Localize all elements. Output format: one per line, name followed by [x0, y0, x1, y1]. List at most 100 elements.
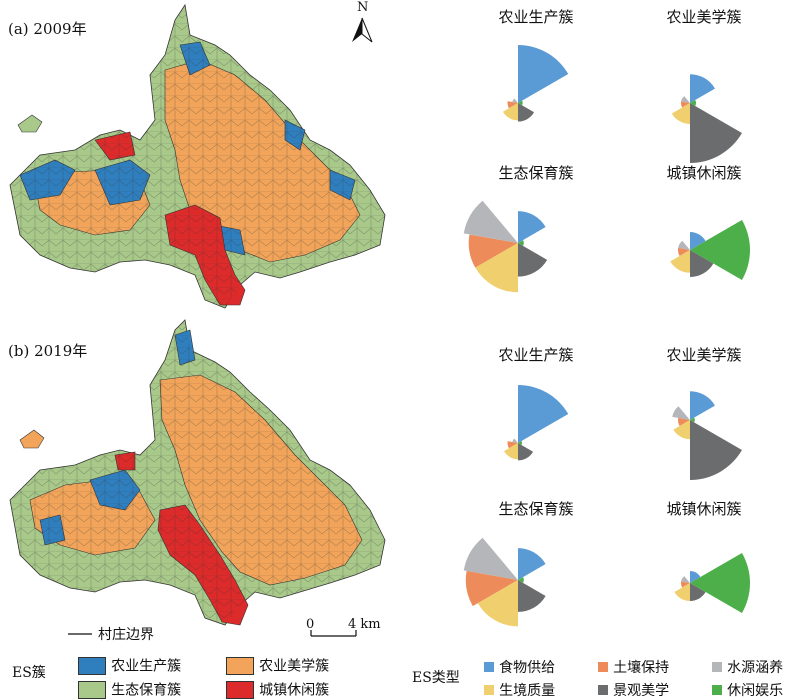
rose-sector-water: [681, 576, 690, 583]
rose-sector-water: [463, 537, 518, 580]
rose-sector-recreation: [690, 100, 696, 106]
rose-sector-soil: [507, 441, 518, 449]
rose-2009-ecology: [463, 200, 548, 293]
rose-sector-recreation: [690, 417, 695, 423]
rose-sector-food: [690, 571, 701, 583]
rose-sector-landscape: [518, 243, 548, 277]
rose-title-2019-ecology: 生态保育簇: [498, 500, 574, 518]
rose-sector-landscape: [518, 580, 546, 612]
rose-sector-water: [672, 406, 690, 420]
rose-sector-habitat: [503, 443, 518, 460]
cluster-swatch: [78, 680, 106, 699]
rose-sector-recreation: [690, 220, 751, 280]
rose-sector-soil: [678, 417, 690, 426]
map-2019-island: [19, 429, 45, 449]
rose-2009-urban: [670, 220, 751, 280]
rose-sector-recreation: [518, 441, 523, 445]
rose-2019-ecology: [463, 537, 546, 627]
rose-sector-water: [512, 438, 518, 443]
rose-sector-landscape: [690, 250, 714, 277]
es-type-legend-habitat: 生境质量: [484, 680, 555, 700]
rose-sector-landscape: [690, 583, 706, 601]
panel-label-2009: (a) 2009年: [8, 20, 87, 38]
rose-2019-aesthetic: [672, 391, 742, 480]
es-type-swatch: [712, 685, 722, 695]
rose-sector-soil: [681, 101, 690, 108]
rose-sector-habitat: [673, 420, 690, 440]
map-2009: [9, 3, 386, 309]
rose-title-2009-aesthetic: 农业美学簇: [666, 8, 742, 26]
es-type-legend-soil: 土壤保持: [598, 657, 669, 677]
scale-label-four: 4 km: [348, 617, 381, 632]
rose-sector-landscape: [518, 103, 535, 122]
scale-label-zero: 0: [306, 617, 315, 632]
rose-sector-water: [512, 98, 518, 103]
cluster-legend-item-urban: 城镇休闲簇: [226, 679, 329, 700]
north-label: N: [357, 0, 369, 15]
rose-sector-water: [678, 240, 690, 250]
rose-sector-food: [518, 385, 569, 443]
map-2019: [9, 319, 386, 626]
es-type-swatch: [484, 685, 494, 695]
map-2019-village-boundaries: [10, 320, 385, 625]
rose-sector-landscape: [690, 420, 742, 480]
rose-title-2009-ecology: 生态保育簇: [498, 164, 574, 182]
es-cluster-legend-title: ES簇: [12, 665, 46, 681]
es-type-swatch: [598, 685, 608, 695]
panel-label-2019: (b) 2019年: [8, 342, 88, 360]
rose-title-2009-production: 农业生产簇: [498, 8, 574, 26]
rose-sector-habitat: [671, 103, 690, 124]
es-type-swatch: [598, 662, 608, 672]
rose-sector-water: [681, 96, 690, 103]
rose-sector-habitat: [475, 243, 518, 293]
rose-sector-water: [463, 200, 518, 243]
rose-sector-soil: [507, 101, 518, 109]
cluster-swatch: [226, 656, 254, 675]
rose-2019-urban: [674, 553, 750, 613]
es-type-legend-food: 食物供给: [484, 657, 555, 677]
es-type-legend-water: 水源涵养: [712, 657, 783, 677]
rose-sector-recreation: [518, 100, 523, 106]
rose-sector-habitat: [670, 250, 690, 273]
rose-sector-habitat: [502, 103, 518, 121]
es-type-legend-landscape: 景观美学: [598, 680, 669, 700]
es-type-swatch: [484, 662, 494, 672]
es-type-legend-recreation: 休闲娱乐: [712, 680, 783, 700]
es-type-swatch: [712, 662, 722, 672]
rose-sector-landscape: [690, 103, 742, 163]
cluster-swatch: [78, 656, 106, 675]
rose-charts: [463, 45, 751, 627]
cluster-legend-item-production: 农业生产簇: [78, 655, 181, 676]
rose-title-2019-aesthetic: 农业美学簇: [666, 346, 742, 364]
rose-sector-soil: [465, 570, 518, 607]
rose-sector-landscape: [518, 443, 534, 461]
rose-sector-soil: [468, 234, 518, 268]
rose-sector-habitat: [674, 583, 690, 601]
rose-title-2019-urban: 城镇休闲簇: [666, 500, 742, 518]
rose-sector-food: [690, 232, 706, 250]
cluster-legend-item-ecology: 生态保育簇: [78, 679, 181, 700]
cluster-swatch: [226, 680, 254, 699]
rose-2009-production: [502, 45, 569, 122]
rose-sector-food: [690, 391, 715, 420]
rose-sector-food: [518, 211, 546, 243]
north-arrow-icon: [352, 17, 373, 43]
rose-sector-soil: [681, 581, 690, 588]
rose-sector-habitat: [477, 580, 518, 627]
rose-sector-soil: [678, 247, 690, 256]
rose-sector-food: [518, 548, 546, 580]
rose-sector-recreation: [518, 577, 524, 583]
map-2009-village-boundaries: [10, 5, 385, 308]
rose-2009-aesthetic: [671, 74, 742, 163]
cluster-legend-item-aesthetic: 农业美学簇: [226, 655, 329, 676]
boundary-legend-label: 村庄边界: [98, 627, 154, 643]
scale-bar: [310, 630, 357, 637]
rose-title-2009-urban: 城镇休闲簇: [666, 164, 742, 182]
rose-sector-food: [690, 74, 715, 103]
map-2009-island: [17, 114, 43, 133]
rose-2019-production: [503, 385, 569, 461]
rose-sector-food: [518, 45, 569, 103]
rose-sector-recreation: [518, 240, 524, 246]
rose-sector-recreation: [690, 553, 750, 613]
